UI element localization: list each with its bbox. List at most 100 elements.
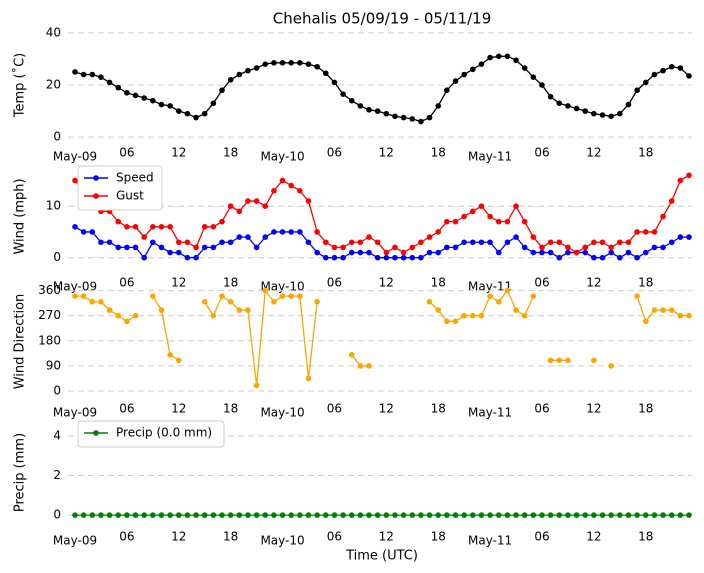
- data-point: [400, 512, 407, 518]
- data-point: [288, 512, 294, 518]
- data-point: [392, 113, 398, 120]
- data-point: [357, 239, 364, 246]
- data-point: [262, 512, 269, 518]
- data-point: [599, 512, 606, 518]
- x-tick-label: May-10: [260, 406, 304, 420]
- data-point: [608, 363, 614, 369]
- x-tick-label: 18: [431, 276, 446, 290]
- data-point: [366, 363, 372, 369]
- x-tick-label: May-09: [53, 150, 97, 164]
- data-point: [539, 82, 545, 88]
- data-point: [374, 254, 381, 261]
- data-point: [366, 234, 372, 240]
- data-point: [271, 187, 277, 194]
- data-point: [444, 218, 450, 225]
- data-point: [400, 249, 407, 256]
- data-point: [193, 512, 199, 518]
- data-point: [106, 512, 113, 518]
- data-point: [348, 351, 355, 358]
- data-point: [625, 239, 632, 246]
- data-point: [452, 218, 459, 225]
- data-point: [150, 224, 156, 230]
- data-point: [271, 60, 277, 66]
- data-point: [98, 239, 104, 246]
- data-point: [660, 244, 666, 251]
- data-point: [383, 512, 390, 518]
- data-point: [219, 87, 225, 94]
- x-tick-label: May-09: [53, 534, 97, 548]
- data-point: [565, 357, 571, 364]
- data-point: [227, 298, 234, 305]
- data-point: [668, 63, 675, 70]
- data-point: [175, 249, 182, 256]
- legend-marker: [93, 430, 99, 436]
- x-tick-label: 06: [119, 402, 134, 416]
- data-point: [141, 254, 147, 261]
- data-point: [366, 106, 372, 113]
- data-point: [184, 512, 191, 518]
- data-point: [253, 244, 260, 251]
- data-point: [305, 375, 312, 382]
- data-point: [383, 110, 390, 117]
- data-point: [409, 116, 416, 122]
- legend-box: [77, 420, 225, 448]
- data-point: [210, 224, 217, 230]
- data-point: [591, 239, 597, 246]
- data-point: [426, 512, 433, 518]
- data-point: [305, 512, 312, 518]
- data-point: [279, 229, 286, 235]
- data-point: [201, 224, 208, 230]
- data-point: [262, 234, 269, 240]
- data-point: [642, 79, 649, 86]
- data-point: [651, 512, 658, 518]
- data-point: [236, 208, 243, 215]
- data-point: [175, 239, 182, 246]
- data-point: [167, 351, 173, 358]
- x-axis-label: Time (UTC): [345, 549, 418, 564]
- legend-marker: [93, 193, 99, 199]
- y-tick-label: 4: [53, 428, 61, 442]
- data-point: [236, 71, 243, 78]
- data-point: [72, 69, 78, 75]
- data-point: [89, 512, 96, 518]
- data-point: [331, 254, 338, 261]
- data-point: [210, 100, 217, 107]
- data-point: [530, 249, 537, 256]
- data-point: [279, 293, 286, 299]
- data-point: [470, 239, 476, 246]
- data-point: [314, 512, 320, 518]
- data-point: [271, 512, 277, 518]
- data-point: [141, 512, 147, 518]
- data-point: [608, 113, 614, 120]
- data-point: [504, 218, 511, 225]
- data-point: [435, 249, 442, 256]
- x-tick-label: 06: [534, 276, 549, 290]
- data-point: [513, 203, 519, 209]
- data-point: [348, 249, 355, 256]
- y-axis-label: Wind Direction: [13, 294, 28, 390]
- data-point: [625, 512, 632, 518]
- data-point: [608, 244, 614, 251]
- data-point: [374, 239, 381, 246]
- data-point: [495, 249, 502, 256]
- data-point: [322, 239, 329, 246]
- data-point: [297, 293, 303, 299]
- data-point: [487, 239, 493, 246]
- data-point: [357, 363, 364, 369]
- data-point: [521, 244, 528, 251]
- data-point: [452, 318, 459, 325]
- legend-label: Precip (0.0 mm): [116, 426, 212, 440]
- x-tick-label: May-10: [260, 150, 304, 164]
- data-point: [106, 307, 113, 313]
- data-point: [556, 512, 563, 518]
- data-point: [305, 198, 312, 204]
- data-point: [253, 382, 260, 389]
- data-point: [565, 512, 571, 518]
- data-point: [314, 229, 320, 235]
- data-point: [686, 73, 692, 79]
- data-point: [668, 307, 675, 313]
- data-point: [513, 307, 519, 313]
- data-point: [591, 110, 597, 117]
- x-tick-label: 12: [379, 276, 394, 290]
